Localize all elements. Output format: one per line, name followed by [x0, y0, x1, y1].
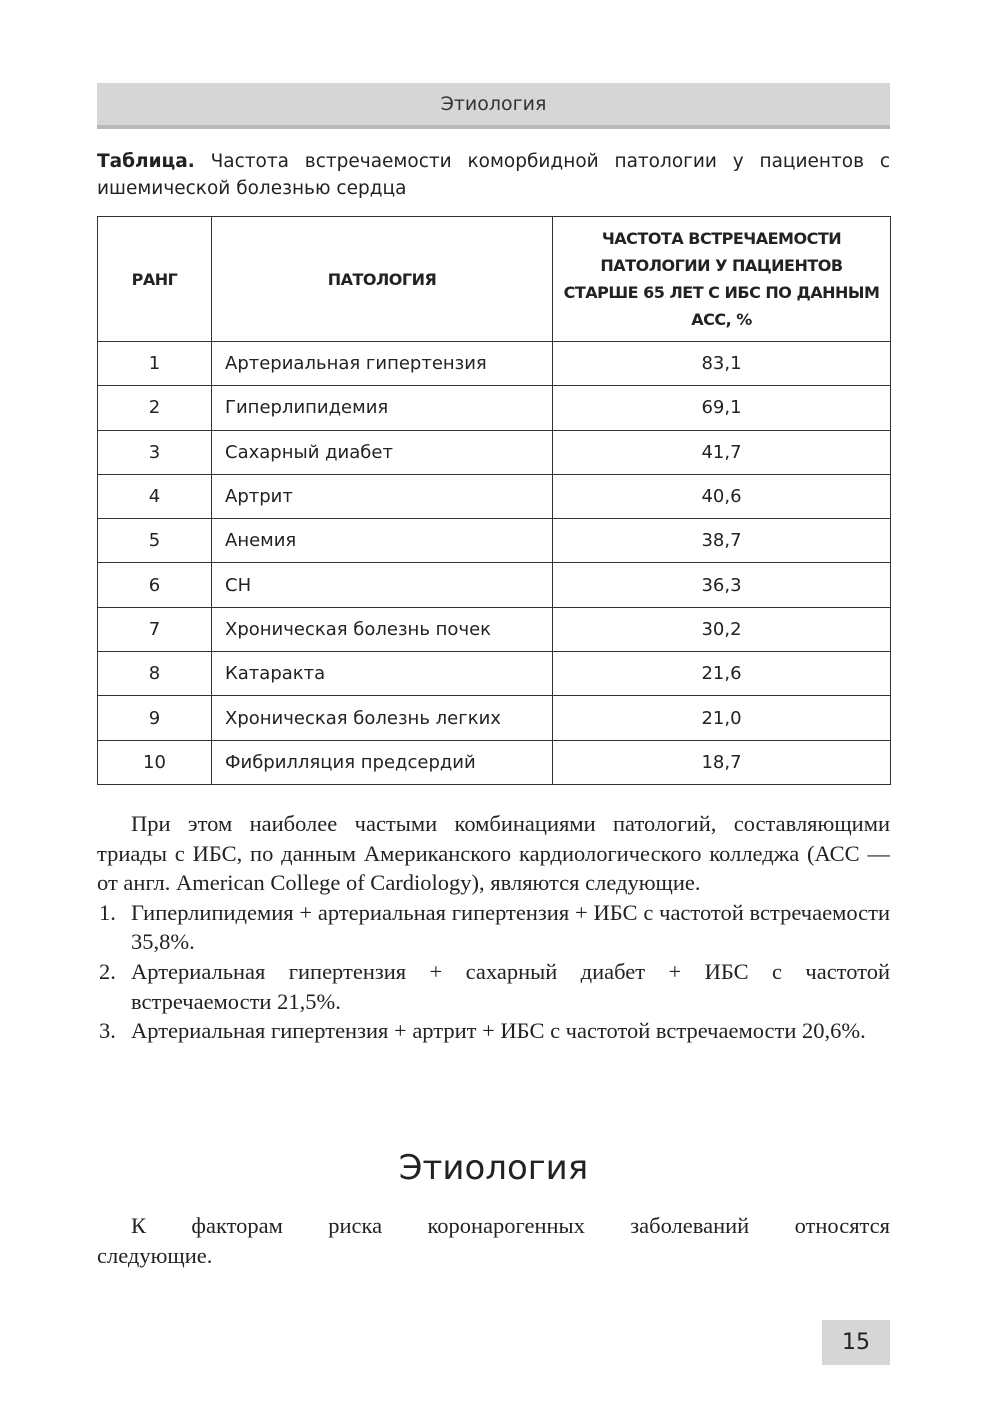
table-row: 6 СН 36,3	[97, 562, 891, 608]
frequency-cell: 30,2	[552, 606, 891, 653]
frequency-cell: 83,1	[552, 340, 891, 387]
frequency-cell: 36,3	[552, 562, 891, 608]
table-row: 7 Хроническая болезнь почек 30,2	[97, 606, 891, 653]
rank-cell: 2	[97, 385, 212, 431]
rank-cell: 6	[97, 562, 212, 608]
rank-cell: 7	[97, 606, 212, 653]
table-row: 9 Хроническая болезнь легких 21,0	[97, 695, 891, 741]
table-row: 4 Артрит 40,6	[97, 473, 891, 520]
list-text: Артериальная гипертензия + артрит + ИБС …	[131, 1018, 866, 1044]
pathology-cell: Хроническая болезнь почек	[211, 606, 553, 653]
frequency-cell: 69,1	[552, 385, 891, 431]
frequency-cell: 38,7	[552, 518, 891, 564]
table-row: 1 Артериальная гипертензия 83,1	[97, 340, 891, 387]
list-item: 1. Гиперлипидемия + артериальная гипертен…	[97, 898, 890, 957]
running-header: Этиология	[97, 83, 890, 129]
list-item: 2. Артериальная гипертензия + сахарный ди…	[97, 957, 890, 1016]
paragraph: К факторам риска коронарогенных заболева…	[97, 1213, 890, 1268]
comorbidity-table: РАНГ ПАТОЛОГИЯ ЧАСТОТА ВСТРЕЧАЕМОСТИ ПАТ…	[97, 216, 891, 785]
frequency-cell: 21,6	[552, 651, 891, 697]
triad-list: 1. Гиперлипидемия + артериальная гипертен…	[97, 898, 890, 1046]
table-row: 2 Гиперлипидемия 69,1	[97, 385, 891, 431]
rank-cell: 4	[97, 473, 212, 520]
list-text: Гиперлипидемия + артериальная гипертензи…	[131, 899, 890, 955]
pathology-cell: Анемия	[211, 518, 553, 564]
frequency-cell: 21,0	[552, 695, 891, 741]
pathology-cell: Хроническая болезнь легких	[211, 695, 553, 741]
rank-cell: 10	[97, 739, 212, 785]
list-number: 1.	[99, 899, 116, 925]
list-item: 3. Артериальная гипертензия + артрит + ИБ…	[97, 1016, 890, 1046]
table-row: 5 Анемия 38,7	[97, 518, 891, 564]
caption-label: Таблица.	[97, 151, 195, 172]
frequency-cell: 40,6	[552, 473, 891, 520]
pathology-cell: Фибрилляция предсердий	[211, 739, 553, 785]
table-row: 10 Фибрилляция предсердий 18,7	[97, 739, 891, 785]
table-row: 8 Катаракта 21,6	[97, 651, 891, 697]
pathology-cell: Катаракта	[211, 651, 553, 697]
pathology-cell: Сахарный диабет	[211, 429, 553, 475]
table-header-row: РАНГ ПАТОЛОГИЯ ЧАСТОТА ВСТРЕЧАЕМОСТИ ПАТ…	[97, 216, 891, 342]
rank-cell: 8	[97, 651, 212, 697]
list-text: Артериальная гипертензия + сахарный диаб…	[131, 958, 890, 1014]
paragraph: При этом наиболее частыми комбинациями п…	[97, 811, 890, 896]
header-frequency: ЧАСТОТА ВСТРЕЧАЕМОСТИ ПАТОЛОГИИ У ПАЦИЕН…	[552, 216, 891, 342]
table-row: 3 Сахарный диабет 41,7	[97, 429, 891, 475]
list-number: 3.	[99, 1018, 116, 1044]
pathology-cell: СН	[211, 562, 553, 608]
pathology-cell: Артрит	[211, 473, 553, 520]
rank-cell: 9	[97, 695, 212, 741]
caption-text: Частота встречаемости коморбидной патоло…	[97, 151, 890, 199]
rank-cell: 3	[97, 429, 212, 475]
frequency-cell: 41,7	[552, 429, 891, 475]
main-text: При этом наиболее частыми комбинациями п…	[97, 809, 890, 1046]
page-number: 15	[822, 1320, 890, 1365]
header-pathology: ПАТОЛОГИЯ	[211, 216, 553, 342]
frequency-cell: 18,7	[552, 739, 891, 785]
pathology-cell: Гиперлипидемия	[211, 385, 553, 431]
header-rank: РАНГ	[97, 216, 212, 342]
section-heading: Этиология	[398, 1148, 589, 1188]
rank-cell: 1	[97, 340, 212, 387]
table-caption: Таблица. Частота встречаемости коморбидн…	[97, 148, 890, 202]
list-number: 2.	[99, 958, 116, 984]
rank-cell: 5	[97, 518, 212, 564]
pathology-cell: Артериальная гипертензия	[211, 340, 553, 387]
section-text: К факторам риска коронарогенных заболева…	[97, 1211, 890, 1270]
